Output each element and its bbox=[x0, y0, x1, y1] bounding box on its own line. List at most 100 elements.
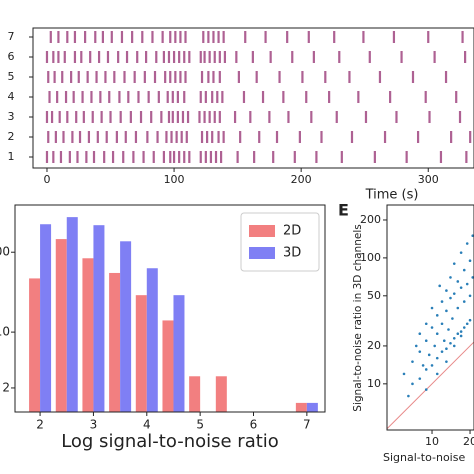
event bbox=[147, 91, 150, 103]
event bbox=[89, 51, 92, 63]
event bbox=[200, 131, 204, 143]
event bbox=[113, 71, 116, 83]
event bbox=[268, 111, 271, 123]
event bbox=[49, 31, 52, 43]
point bbox=[459, 330, 463, 333]
event bbox=[181, 111, 185, 123]
point bbox=[430, 364, 434, 367]
event bbox=[71, 131, 74, 143]
event bbox=[86, 71, 89, 83]
event bbox=[115, 131, 118, 143]
y-tick-label: 1 bbox=[8, 150, 15, 163]
event bbox=[103, 151, 106, 163]
point bbox=[430, 306, 434, 310]
y-axis-label: Signal-to-noise ratio in 3D channels bbox=[352, 224, 364, 411]
event bbox=[335, 111, 338, 123]
bar bbox=[162, 320, 174, 412]
event bbox=[307, 31, 310, 43]
bar bbox=[306, 402, 318, 412]
x-tick-label: 20 bbox=[463, 435, 474, 448]
event bbox=[291, 51, 294, 63]
point bbox=[411, 360, 414, 363]
point bbox=[471, 234, 474, 238]
x-tick-label: 10 bbox=[425, 435, 439, 448]
event bbox=[76, 151, 79, 163]
event bbox=[315, 151, 318, 163]
event bbox=[170, 131, 173, 143]
axes-frame bbox=[14, 204, 326, 413]
event bbox=[444, 71, 448, 83]
axes-frame bbox=[32, 27, 474, 169]
event bbox=[237, 71, 240, 83]
event bbox=[213, 111, 216, 123]
event bbox=[171, 111, 174, 123]
event bbox=[312, 51, 315, 63]
event bbox=[92, 151, 96, 163]
event bbox=[198, 111, 201, 123]
event bbox=[424, 91, 427, 103]
x-axis-label: Signal-to-noise bbox=[383, 451, 465, 464]
event bbox=[66, 111, 69, 123]
event bbox=[176, 91, 179, 103]
point bbox=[407, 394, 410, 398]
point bbox=[445, 347, 448, 351]
point bbox=[445, 360, 448, 363]
event bbox=[221, 91, 224, 103]
event bbox=[87, 131, 91, 143]
point bbox=[440, 300, 444, 303]
y-tick-label: 2 bbox=[2, 380, 10, 394]
event bbox=[269, 51, 272, 63]
panel-label: E bbox=[338, 201, 349, 220]
legend-box bbox=[240, 212, 320, 272]
point bbox=[414, 344, 418, 348]
event bbox=[110, 31, 113, 43]
event bbox=[203, 111, 206, 123]
event bbox=[45, 151, 49, 163]
event bbox=[183, 51, 186, 63]
event bbox=[167, 111, 171, 123]
event bbox=[111, 151, 115, 163]
point bbox=[435, 372, 439, 376]
point bbox=[449, 341, 452, 345]
event bbox=[183, 151, 186, 163]
event bbox=[328, 91, 331, 103]
point bbox=[445, 309, 448, 313]
point bbox=[402, 372, 406, 376]
point bbox=[462, 326, 466, 329]
x-tick-label: 3 bbox=[90, 418, 98, 432]
point bbox=[435, 356, 439, 360]
y-tick-label: 5 bbox=[8, 70, 15, 83]
event bbox=[338, 51, 341, 63]
event bbox=[218, 51, 221, 63]
y-tick-label: 2 bbox=[8, 130, 15, 143]
legend-swatch bbox=[249, 225, 275, 237]
event bbox=[428, 111, 431, 123]
event bbox=[106, 51, 110, 63]
event bbox=[199, 91, 202, 103]
event bbox=[455, 91, 458, 103]
point bbox=[468, 294, 472, 298]
event bbox=[143, 71, 146, 83]
point bbox=[462, 300, 466, 303]
event bbox=[117, 51, 120, 63]
event bbox=[465, 151, 468, 163]
point bbox=[456, 306, 460, 310]
x-tick-label: 7 bbox=[303, 418, 311, 432]
bar bbox=[109, 272, 121, 412]
point bbox=[451, 317, 454, 320]
event bbox=[253, 151, 256, 163]
event bbox=[118, 91, 121, 103]
event bbox=[150, 111, 153, 123]
event bbox=[57, 31, 60, 43]
event bbox=[68, 151, 71, 163]
bar bbox=[93, 225, 105, 412]
event bbox=[298, 131, 301, 143]
point bbox=[471, 276, 474, 279]
point bbox=[424, 339, 428, 343]
event bbox=[152, 151, 155, 163]
event bbox=[151, 31, 154, 43]
event bbox=[167, 51, 171, 63]
event bbox=[176, 111, 179, 123]
point bbox=[465, 282, 469, 286]
event bbox=[185, 131, 188, 143]
